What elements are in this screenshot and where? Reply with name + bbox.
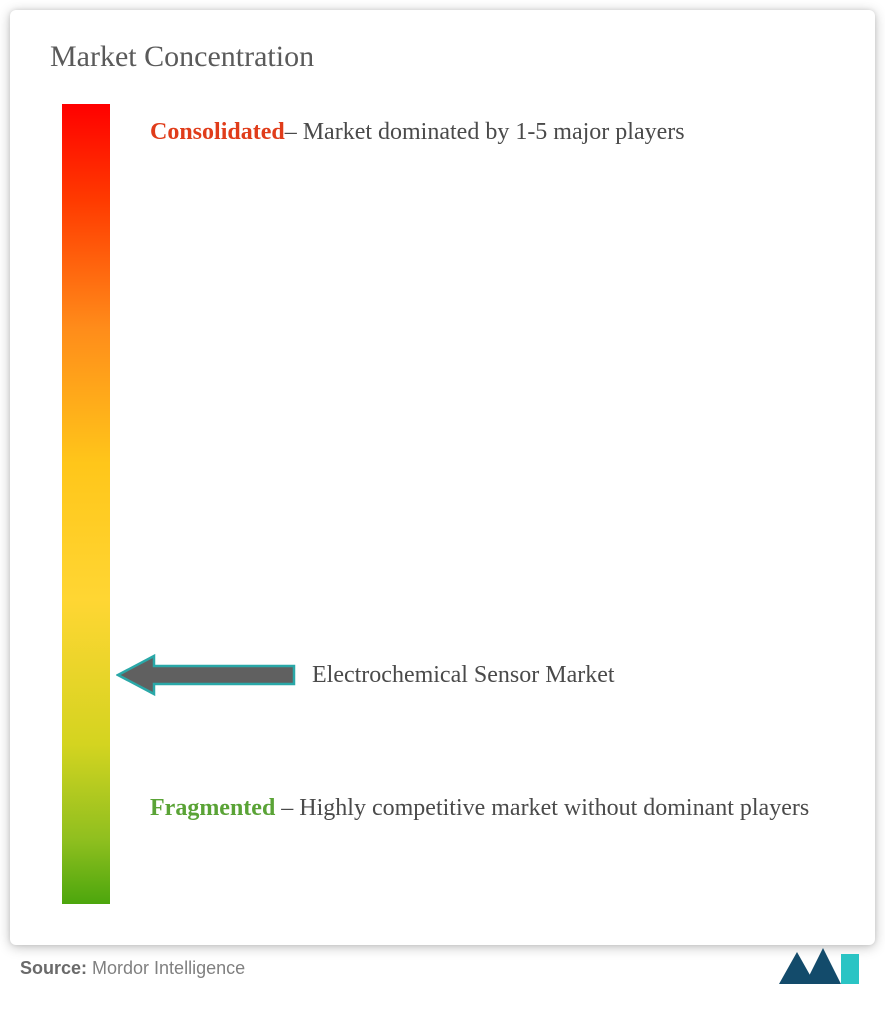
fragmented-desc: – Highly competitive market without domi… [275, 795, 809, 821]
fragmented-label-block: Fragmented – Highly competitive market w… [150, 784, 815, 832]
consolidated-label-block: Consolidated– Market dominated by 1-5 ma… [150, 108, 815, 156]
marker-label: Electrochemical Sensor Market [312, 662, 615, 689]
infographic-card: Market Concentration Consolidated– Marke… [10, 10, 875, 945]
consolidated-desc: – Market dominated by 1-5 major players [285, 119, 685, 145]
fragmented-label: Fragmented [150, 795, 275, 821]
marker-row: Electrochemical Sensor Market [116, 652, 615, 698]
consolidated-label: Consolidated [150, 119, 285, 145]
arrow-left-icon [116, 652, 296, 698]
mordor-logo-icon [775, 944, 865, 992]
source-value: Mordor Intelligence [87, 958, 245, 978]
source-text: Source: Mordor Intelligence [20, 958, 245, 979]
source-label: Source: [20, 958, 87, 978]
footer: Source: Mordor Intelligence [20, 944, 865, 992]
concentration-gradient-bar [62, 104, 110, 904]
page-title: Market Concentration [50, 40, 835, 74]
labels-column: Consolidated– Market dominated by 1-5 ma… [150, 104, 835, 924]
content-row: Consolidated– Market dominated by 1-5 ma… [50, 104, 835, 924]
